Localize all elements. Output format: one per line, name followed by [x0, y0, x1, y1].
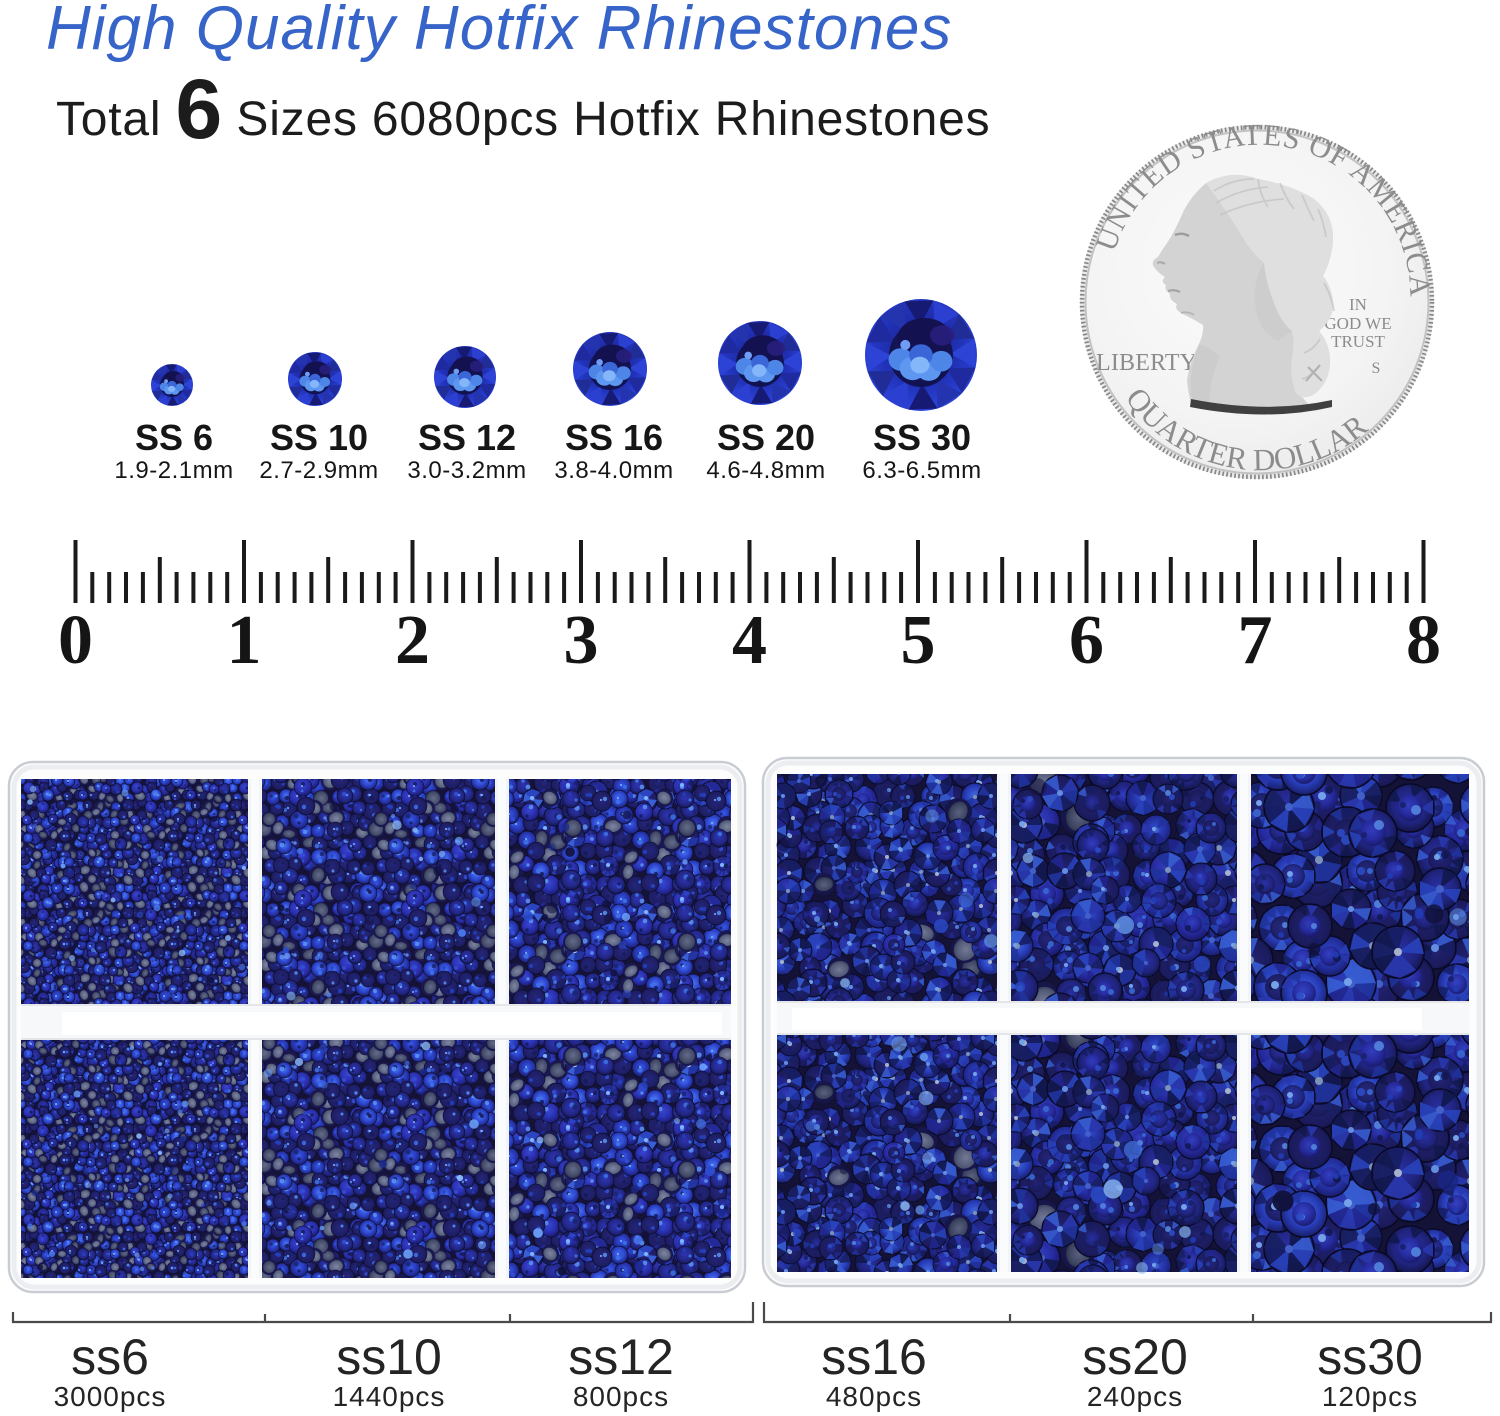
- svg-text:IN: IN: [1349, 295, 1367, 314]
- svg-text:LIBERTY: LIBERTY: [1096, 350, 1197, 376]
- svg-text:S: S: [1372, 360, 1381, 377]
- svg-text:TRUST: TRUST: [1331, 332, 1385, 351]
- svg-text:GOD WE: GOD WE: [1324, 314, 1391, 333]
